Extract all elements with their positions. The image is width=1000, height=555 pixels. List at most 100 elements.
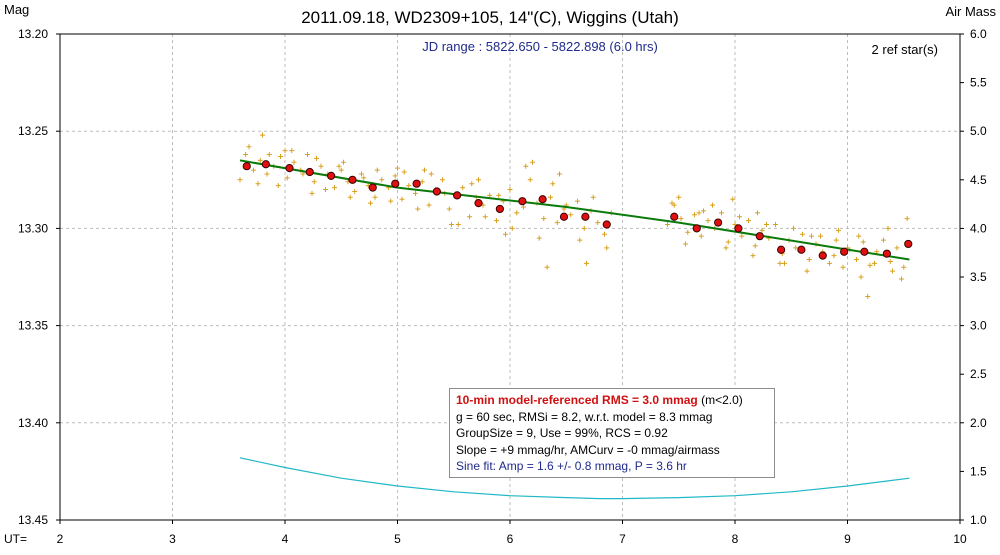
- y2-tick-label: 3.5: [970, 270, 987, 284]
- measurement-point: [455, 222, 461, 228]
- x-tick-label: 6: [507, 532, 514, 546]
- measurement-point: [885, 225, 891, 231]
- measurement-point: [372, 194, 378, 200]
- measurement-point: [773, 222, 778, 228]
- measurement-point: [332, 185, 337, 191]
- x-tick-label: 7: [619, 532, 626, 546]
- grid-lines: [60, 34, 960, 520]
- measurement-point: [237, 177, 243, 183]
- measurement-point: [833, 237, 839, 243]
- measurement-point: [548, 194, 553, 200]
- measurement-point: [865, 293, 871, 299]
- measurement-point: [710, 202, 715, 208]
- mean-point: [692, 224, 701, 233]
- measurement-point: [275, 183, 281, 189]
- slope-line: Slope = +9 mmag/hr, AMCurv = -0 mmag/air…: [456, 442, 720, 457]
- mean-point: [518, 197, 527, 206]
- x-tick-label: 5: [394, 532, 401, 546]
- measurement-point: [604, 245, 610, 251]
- measurement-point: [523, 163, 529, 169]
- measurement-point: [289, 148, 295, 154]
- measurement-point: [739, 233, 745, 239]
- measurement-point: [361, 175, 367, 181]
- y-tick-label: 13.30: [18, 221, 48, 235]
- mean-point: [904, 239, 913, 249]
- mean-point: [581, 212, 590, 221]
- mean-point: [777, 245, 786, 254]
- measurement-point: [503, 231, 508, 237]
- measurement-point: [401, 169, 407, 175]
- measurement-point: [737, 214, 742, 220]
- measurement-point: [887, 258, 893, 264]
- measurement-point: [467, 214, 472, 220]
- measurement-point: [426, 202, 432, 208]
- airmass-line: [239, 457, 910, 500]
- measurement-points: [237, 132, 910, 299]
- mean-points: [242, 160, 913, 260]
- measurement-point: [422, 167, 427, 173]
- measurement-point: [899, 276, 904, 282]
- measurement-point: [836, 227, 841, 233]
- measurement-point: [428, 171, 434, 177]
- measurement-point: [395, 165, 400, 171]
- measurement-point: [284, 175, 290, 181]
- measurement-point: [818, 233, 823, 239]
- measurement-point: [782, 260, 787, 266]
- measurement-point: [314, 155, 319, 161]
- measurement-point: [282, 148, 288, 154]
- mean-point: [453, 191, 462, 200]
- fit-line: [239, 159, 910, 261]
- y2-tick-label: 2.0: [970, 416, 987, 430]
- measurement-point: [669, 200, 675, 206]
- measurement-point: [595, 220, 601, 226]
- y2-tick-label: 6.0: [970, 27, 987, 41]
- measurement-point: [496, 192, 502, 198]
- measurement-point: [827, 260, 832, 266]
- mean-point: [670, 212, 679, 221]
- measurement-point: [527, 177, 533, 183]
- measurement-point: [867, 262, 873, 268]
- measurement-point: [590, 194, 596, 200]
- measurement-point: [705, 218, 711, 224]
- sine-fit-line: Sine fit: Amp = 1.6 +/- 0.8 mmag, P = 3.…: [456, 459, 687, 473]
- measurement-point: [388, 198, 394, 204]
- measurement-point: [755, 210, 760, 216]
- measurement-point: [487, 192, 493, 198]
- measurement-point: [509, 225, 515, 231]
- y2-tick-label: 4.5: [970, 173, 987, 187]
- measurement-point: [854, 257, 859, 263]
- mean-point: [474, 199, 483, 208]
- measurement-point: [746, 218, 751, 224]
- y2-axis-label: Air Mass: [945, 4, 996, 19]
- measurement-point: [901, 264, 907, 270]
- measurement-point: [352, 188, 358, 194]
- axis-ticks: 2 3 4 5 6 7 8 9 10 13.20 13.25 13.30 13.35 13.40 13.45…: [18, 27, 987, 546]
- x-tick-label: 2: [57, 532, 64, 546]
- measurement-point: [446, 206, 452, 212]
- measurement-point: [507, 187, 513, 193]
- mean-point: [432, 187, 441, 196]
- mean-point: [755, 232, 764, 241]
- measurement-point: [514, 210, 520, 216]
- x-tick-label: 3: [169, 532, 176, 546]
- measurement-point: [460, 185, 466, 191]
- measurement-point: [392, 173, 398, 179]
- y2-tick-label: 1.5: [970, 464, 987, 478]
- rms-suffix: (m<2.0): [697, 393, 743, 407]
- measurement-point: [692, 212, 697, 218]
- measurement-point: [759, 227, 765, 233]
- measurement-point: [309, 190, 315, 196]
- mean-point: [818, 251, 827, 260]
- y-tick-label: 13.35: [18, 319, 48, 333]
- measurement-point: [806, 257, 812, 263]
- mean-point: [412, 179, 421, 188]
- measurement-point: [406, 183, 412, 189]
- measurement-point: [750, 253, 756, 259]
- measurement-point: [440, 177, 445, 183]
- x-tick-label: 9: [844, 532, 851, 546]
- measurement-point: [894, 245, 900, 251]
- measurement-point: [701, 208, 706, 214]
- measurement-point: [554, 220, 560, 226]
- measurement-point: [752, 243, 758, 249]
